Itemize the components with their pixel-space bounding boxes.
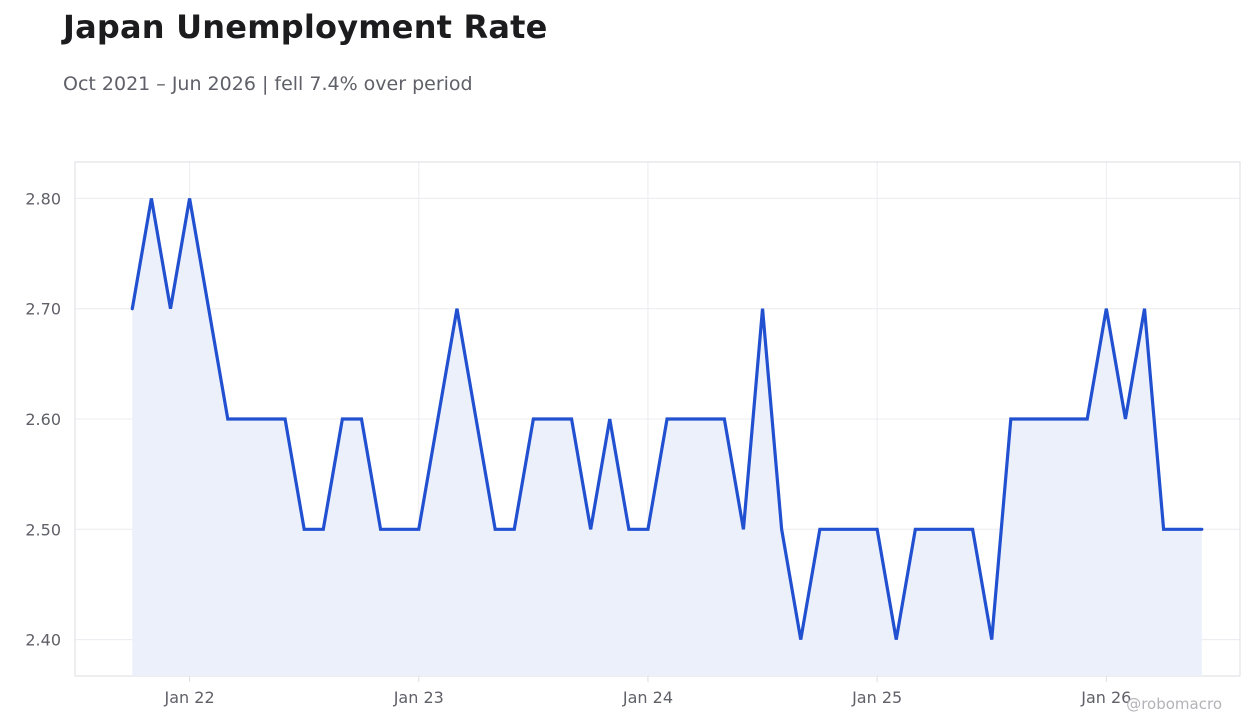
- x-tick-label: Jan 22: [164, 688, 215, 707]
- x-tick-label: Jan 25: [851, 688, 902, 707]
- y-tick-label: 2.60: [25, 410, 61, 429]
- y-tick-label: 2.40: [25, 631, 61, 650]
- y-tick-label: 2.50: [25, 520, 61, 539]
- chart-title: Japan Unemployment Rate: [63, 8, 548, 46]
- x-tick-label: Jan 26: [1080, 688, 1131, 707]
- watermark: @robomacro: [1126, 695, 1222, 713]
- tick-layer: 2.40 2.50 2.60 2.70 2.80 Jan 22 Jan 23 Jan 24 Ja…: [25, 189, 1131, 707]
- series-line: [130, 198, 1204, 640]
- chart-subtitle: Oct 2021 – Jun 2026 | fell 7.4% over per…: [63, 73, 473, 95]
- y-tick-label: 2.80: [25, 189, 61, 208]
- y-tick-label: 2.70: [25, 300, 61, 319]
- series-area-fill: [132, 198, 1202, 676]
- x-tick-label: Jan 23: [393, 688, 444, 707]
- x-tick-label: Jan 24: [622, 688, 673, 707]
